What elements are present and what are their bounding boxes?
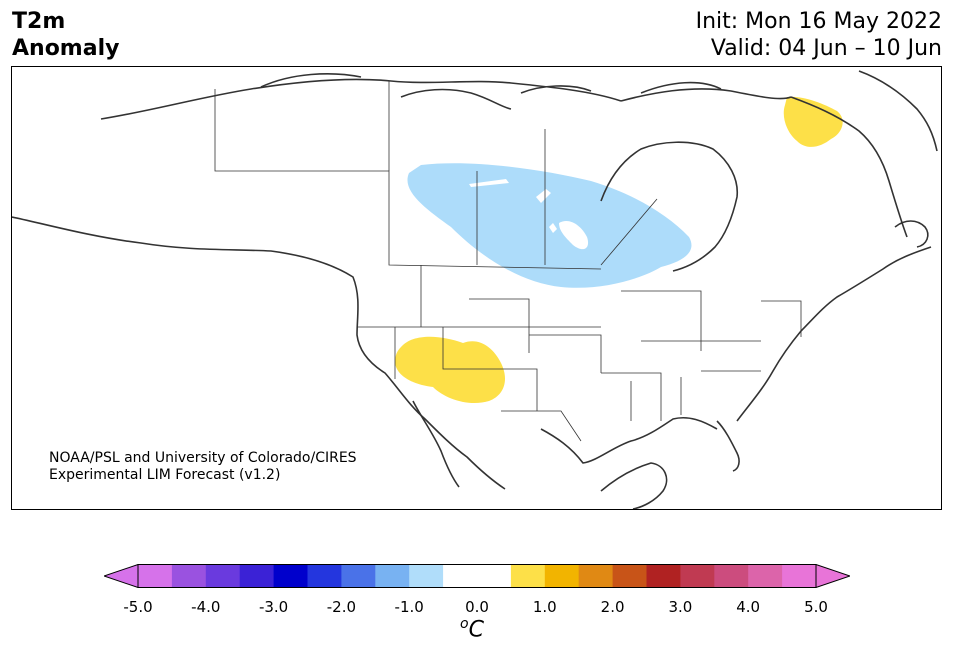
- map-title: T2m Anomaly: [12, 8, 119, 62]
- north-america-map: [12, 70, 938, 509]
- colorbar-tick-label: -1.0: [394, 598, 424, 616]
- colorbar-extend-min: [104, 564, 139, 588]
- colorbar-segment: [138, 564, 173, 588]
- colorbar-segment: [578, 564, 614, 588]
- colorbar-segment: [205, 564, 241, 588]
- units-label: oC: [460, 616, 484, 642]
- warm-anomaly-northern-quebec: [783, 96, 843, 147]
- credit-line-2: Experimental LIM Forecast (v1.2): [49, 467, 281, 483]
- units-letter: C: [468, 617, 484, 643]
- forecast-dates: Init: Mon 16 May 2022 Valid: 04 Jun – 10…: [696, 8, 942, 62]
- anomaly-label: Anomaly: [12, 36, 120, 61]
- colorbar-segment: [680, 564, 715, 588]
- colorbar-segment: [510, 564, 546, 588]
- map-panel: [11, 66, 942, 510]
- init-date: Init: Mon 16 May 2022: [695, 9, 942, 34]
- colorbar-segment: [443, 564, 478, 588]
- colorbar-segment: [714, 564, 749, 588]
- cool-anomaly-central-canada: [407, 163, 692, 288]
- colorbar-segment: [239, 564, 275, 588]
- credit-line-1: NOAA/PSL and University of Colorado/CIRE…: [49, 450, 357, 466]
- warm-anomaly-southwest-us: [395, 336, 505, 404]
- colorbar-tick-label: -2.0: [326, 598, 357, 616]
- colorbar-segment: [544, 564, 580, 588]
- colorbar-tick-label: 5.0: [804, 598, 828, 616]
- credit-text: NOAA/PSL and University of Colorado/CIRE…: [49, 450, 357, 484]
- colorbar-segment: [409, 564, 444, 588]
- colorbar-tick-label: 0.0: [465, 598, 489, 616]
- colorbar-tick-label: 2.0: [600, 598, 625, 616]
- valid-date: Valid: 04 Jun – 10 Jun: [710, 36, 942, 61]
- colorbar-tick-label: -4.0: [191, 598, 221, 616]
- colorbar-tick-label: 1.0: [532, 598, 557, 616]
- colorbar-tick-label: 4.0: [736, 598, 761, 616]
- colorbar-border: [137, 564, 817, 588]
- colorbar-segment: [171, 564, 207, 588]
- colorbar-tick-label: -5.0: [123, 598, 153, 616]
- colorbar-extend-max: [815, 564, 850, 588]
- colorbar-segment: [273, 564, 308, 588]
- colorbar-segment: [782, 564, 817, 588]
- colorbar-segment: [375, 564, 410, 588]
- variable-label: T2m: [12, 9, 66, 34]
- colorbar-segment: [307, 564, 342, 588]
- colorbar-segment: [477, 564, 512, 588]
- colorbar-segment: [748, 564, 783, 588]
- colorbar: [104, 564, 850, 588]
- colorbar-segment: [341, 564, 376, 588]
- units-degree: o: [460, 616, 469, 632]
- colorbar-segment: [646, 564, 681, 588]
- colorbar-tick-label: -3.0: [258, 598, 289, 616]
- colorbar-segment: [612, 564, 647, 588]
- colorbar-tick-label: 3.0: [668, 598, 693, 616]
